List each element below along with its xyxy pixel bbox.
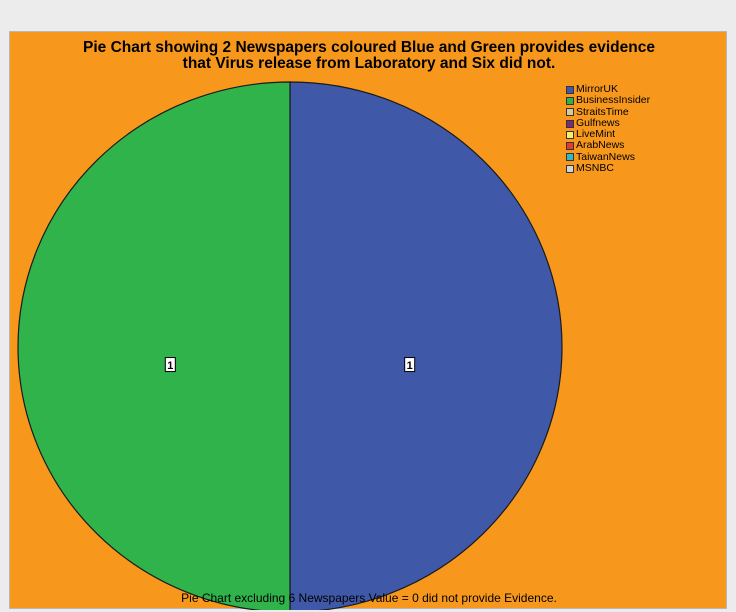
legend-label: Gulfnews <box>576 116 620 129</box>
legend-item-gulfnews: Gulfnews <box>566 116 650 129</box>
legend: MirrorUK BusinessInsider StraitsTime Gulfne… <box>566 83 651 175</box>
chart-title: Pie Chart showing 2 Newspapers coloured … <box>10 40 728 72</box>
legend-label: BusinessInsider <box>576 94 651 107</box>
legend-item-taiwannews: TaiwanNews <box>566 150 650 163</box>
chart-title-line-1: Pie Chart showing 2 Newspapers coloured … <box>83 39 655 56</box>
chart-caption: Pie Chart excluding 6 Newspapers Value =… <box>181 591 557 605</box>
pie-slice-businessinsider <box>17 81 291 610</box>
slice-value-label-mirroruk: 1 <box>404 357 416 373</box>
legend-swatch <box>566 85 574 94</box>
legend-swatch <box>566 164 574 173</box>
slice-value-label-businessinsider: 1 <box>164 357 176 373</box>
legend-label: MSNBC <box>576 162 614 175</box>
legend-label: ArabNews <box>576 139 625 152</box>
legend-label: StraitsTime <box>576 105 629 118</box>
legend-swatch <box>566 142 574 151</box>
legend-swatch <box>566 153 574 162</box>
legend-item-msnbc: MSNBC <box>566 162 650 175</box>
legend-item-livemint: LiveMint <box>566 128 650 141</box>
legend-swatch <box>566 96 574 105</box>
legend-label: MirrorUK <box>576 83 618 95</box>
legend-swatch <box>566 119 574 128</box>
legend-item-businessinsider: BusinessInsider <box>566 94 651 107</box>
legend-item-arabnews: ArabNews <box>566 140 650 151</box>
legend-label: TaiwanNews <box>576 150 635 163</box>
legend-swatch <box>566 108 574 117</box>
legend-item-mirroruk: MirrorUK <box>566 83 650 95</box>
svg-text:1: 1 <box>167 360 173 372</box>
pie-chart: 11 <box>17 81 563 610</box>
legend-swatch <box>566 130 574 139</box>
pie-slice-mirroruk <box>289 81 563 610</box>
legend-item-straitstime: StraitsTime <box>566 105 650 118</box>
legend-label: LiveMint <box>576 128 616 141</box>
chart-title-line-2: that Virus release from Laboratory and S… <box>182 55 556 72</box>
svg-text:1: 1 <box>407 360 413 372</box>
